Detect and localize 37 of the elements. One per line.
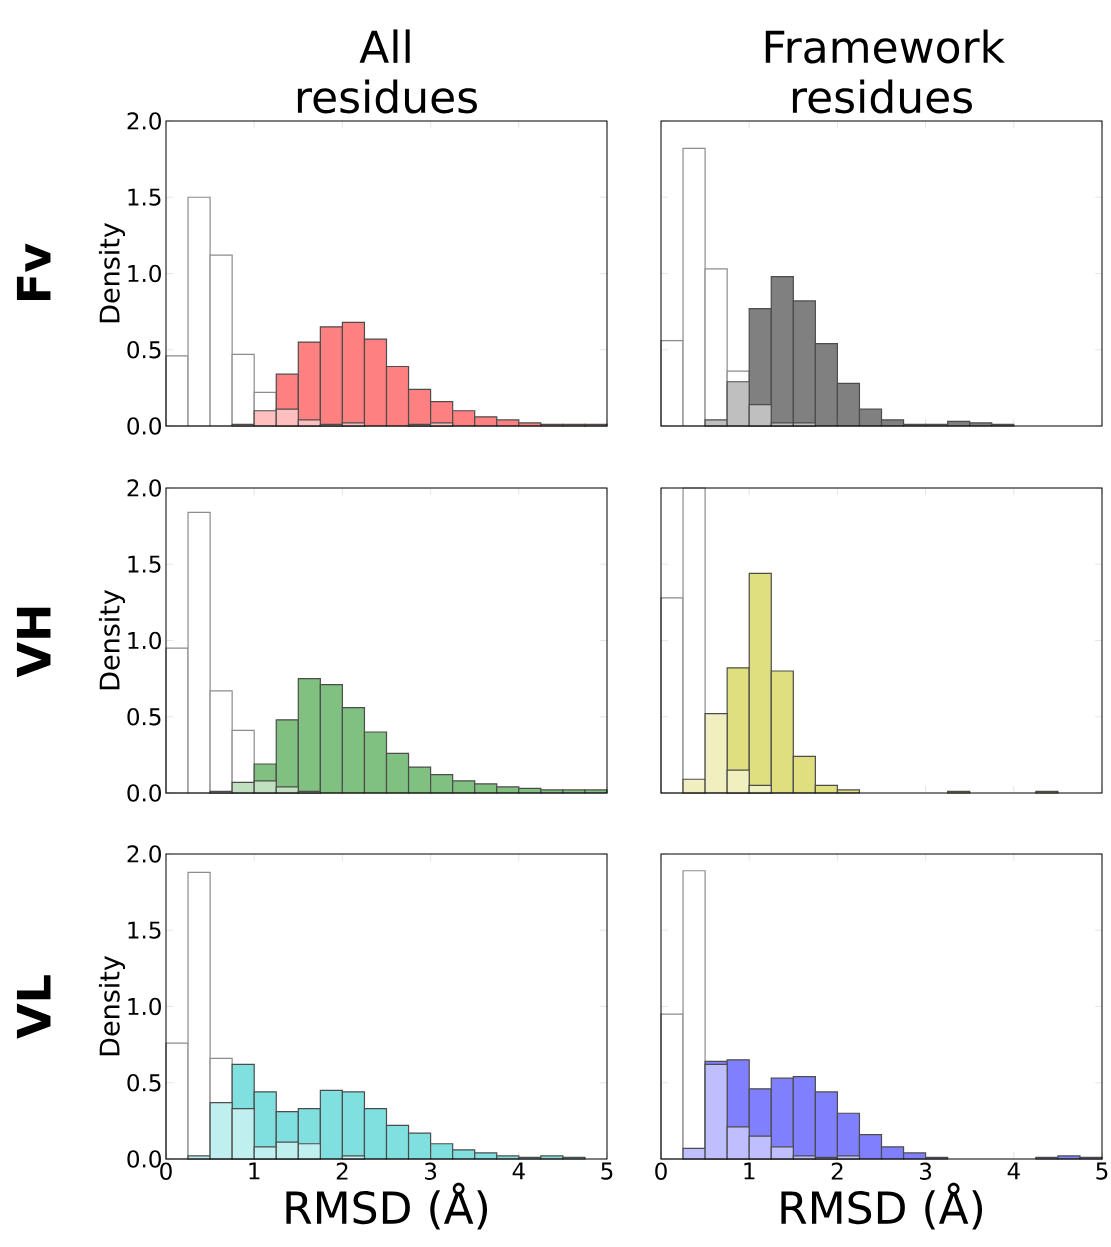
y-tick-label: 1.0 [128,264,161,283]
y-tick-label: 0.0 [127,784,161,802]
x-axis-title: RMSD (Å) [781,1182,983,1230]
y-tick-label: 0.5 [127,1074,161,1092]
y-axis-title: Density [98,589,126,690]
y-tick-label: 1.5 [128,188,161,206]
y-tick-label: 0.5 [127,708,161,726]
x-axis-title: RMSD (Å) [286,1182,488,1230]
x-tick-label: 2 [336,1162,348,1180]
x-tick-label: 4 [512,1162,525,1180]
y-tick-label: 0.0 [127,1150,161,1168]
y-tick-label: 1.0 [128,997,161,1016]
chart-title: All residues [297,29,477,114]
x-tick-label: 2 [831,1162,843,1180]
text: VH [16,607,51,678]
text: Fv [16,243,51,300]
y-tick-label: 1.5 [128,555,161,573]
text: VL [16,975,51,1039]
x-tick-label: 0 [160,1162,172,1180]
y-axis-title: Density [98,955,126,1056]
y-tick-label: 2.0 [127,112,161,130]
x-tick-label: 1 [249,1162,260,1180]
y-tick-label: 0.5 [127,341,161,359]
x-tick-label: 0 [655,1162,667,1180]
x-tick-label: 3 [920,1162,932,1180]
y-axis-title: Density [98,222,126,323]
x-tick-label: 4 [1007,1162,1020,1180]
x-tick-label: 5 [1096,1162,1108,1180]
x-tick-label: 5 [601,1162,613,1180]
y-tick-label: 1.5 [128,921,161,939]
y-tick-label: 0.0 [127,417,161,435]
y-tick-label: 1.0 [128,631,161,650]
chart-title: Framework residues [765,29,1005,114]
y-tick-label: 2.0 [127,479,161,497]
x-tick-label: 1 [744,1162,755,1180]
x-tick-label: 3 [425,1162,437,1180]
y-tick-label: 2.0 [127,845,161,863]
